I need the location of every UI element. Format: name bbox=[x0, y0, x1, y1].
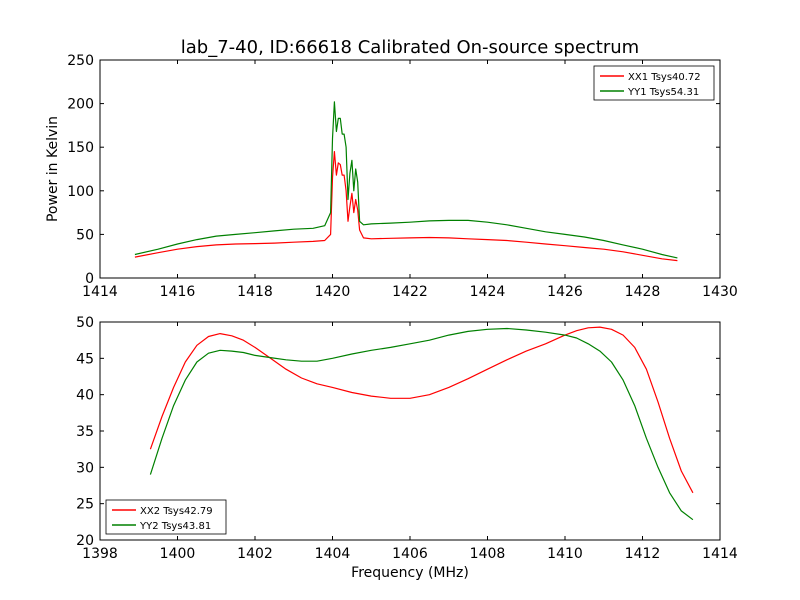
bottom-x-tick-label: 1402 bbox=[237, 546, 273, 562]
top-y-tick-label: 100 bbox=[67, 184, 94, 200]
bottom-x-tick-label: 1408 bbox=[470, 546, 506, 562]
top-x-tick-label: 1422 bbox=[392, 284, 428, 300]
top-x-tick-label: 1420 bbox=[315, 284, 351, 300]
top-x-tick-label: 1430 bbox=[702, 284, 738, 300]
bottom-x-tick-label: 1404 bbox=[315, 546, 351, 562]
top-y-tick-label: 0 bbox=[85, 271, 94, 287]
top-x-tick-label: 1424 bbox=[470, 284, 506, 300]
top-x-tick-label: 1428 bbox=[625, 284, 661, 300]
bottom-x-tick-label: 1414 bbox=[702, 546, 738, 562]
bottom-y-tick-label: 45 bbox=[76, 351, 94, 367]
top-legend: XX1 Tsys40.72 YY1 Tsys54.31 bbox=[593, 65, 715, 101]
bottom-legend: XX2 Tsys42.79 YY2 Tsys43.81 bbox=[105, 499, 227, 535]
top-y-tick-label: 250 bbox=[67, 53, 94, 69]
top-x-tick-label: 1426 bbox=[547, 284, 583, 300]
bottom-series-line-1 bbox=[149, 326, 694, 494]
bottom-x-tick-label: 1412 bbox=[625, 546, 661, 562]
bottom-series-line-2 bbox=[149, 327, 694, 521]
top-series-line-2 bbox=[134, 101, 678, 259]
bottom-y-tick-label: 20 bbox=[76, 533, 94, 549]
top-series-line-1 bbox=[134, 151, 678, 262]
bottom-x-tick-label: 1400 bbox=[160, 546, 196, 562]
chart-title: lab_7-40, ID:66618 Calibrated On-source … bbox=[181, 37, 639, 58]
top-panel: 1414 1416 1418 1420 1422 1424 1426 1428 1430 0 50 1… bbox=[67, 53, 738, 300]
top-x-tick-label: 1418 bbox=[237, 284, 273, 300]
top-legend-label: XX1 Tsys40.72 bbox=[628, 72, 701, 83]
bottom-panel: 1398 1400 1402 1404 1406 1408 1410 1412 1414 20 25… bbox=[76, 315, 738, 562]
top-y-axis-label: Power in Kelvin bbox=[45, 116, 61, 222]
bottom-y-tick-label: 25 bbox=[76, 497, 94, 513]
bottom-y-tick-label: 40 bbox=[76, 388, 94, 404]
top-legend-label: YY1 Tsys54.31 bbox=[627, 87, 699, 98]
bottom-y-tick-label: 30 bbox=[76, 460, 94, 476]
bottom-legend-label: YY2 Tsys43.81 bbox=[139, 521, 211, 532]
bottom-x-tick-label: 1398 bbox=[82, 546, 118, 562]
bottom-legend-label: XX2 Tsys42.79 bbox=[140, 506, 213, 517]
bottom-y-tick-label: 35 bbox=[76, 424, 94, 440]
top-legend-box bbox=[593, 65, 715, 101]
bottom-y-tick-label: 50 bbox=[76, 315, 94, 331]
top-x-tick-label: 1414 bbox=[82, 284, 118, 300]
bottom-x-tick-label: 1410 bbox=[547, 546, 583, 562]
top-x-tick-label: 1416 bbox=[160, 284, 196, 300]
top-y-tick-label: 200 bbox=[67, 97, 94, 113]
top-y-tick-label: 50 bbox=[76, 227, 94, 243]
bottom-x-tick-label: 1406 bbox=[392, 546, 428, 562]
bottom-legend-box bbox=[105, 499, 227, 535]
top-y-tick-label: 150 bbox=[67, 140, 94, 156]
bottom-x-axis-label: Frequency (MHz) bbox=[351, 565, 469, 581]
